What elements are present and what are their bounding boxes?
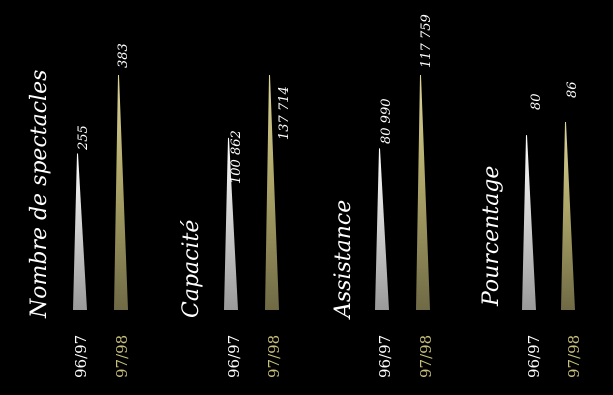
value-label-97-98: 137 714 (277, 86, 292, 140)
value-label-97-98: 117 759 (419, 14, 434, 68)
value-label-97-98: 383 (116, 43, 131, 68)
metric-title: Pourcentage (479, 166, 504, 307)
season-label-97-98: 97/98 (265, 335, 283, 378)
value-label-96-97: 80 (529, 93, 544, 110)
bar-96-97 (73, 153, 87, 310)
value-label-96-97: 100 862 (229, 130, 244, 184)
season-label-97-98: 97/98 (565, 335, 583, 378)
season-label-97-98: 97/98 (113, 335, 131, 378)
value-label-96-97: 255 (76, 125, 91, 151)
bar-97-98 (416, 75, 430, 310)
season-label-96-97: 96/97 (225, 335, 243, 378)
bar-96-97 (224, 137, 238, 310)
metric-group-assistance: Assistance 80 990 117 759 96/97 97/98 (331, 14, 435, 378)
metric-group-pourcentage: Pourcentage 80 86 96/97 97/98 (479, 81, 583, 378)
metric-title: Assistance (331, 200, 356, 320)
value-label-96-97: 80 990 (379, 99, 394, 145)
bar-97-98 (114, 75, 128, 310)
season-label-96-97: 96/97 (525, 335, 543, 378)
bar-96-97 (375, 148, 389, 310)
metric-title: Capacité (179, 220, 204, 318)
metric-group-capacite: Capacité 100 862 137 714 96/97 97/98 (179, 75, 292, 378)
season-label-96-97: 96/97 (72, 335, 90, 378)
value-label-97-98: 86 (565, 81, 580, 98)
bar-96-97 (522, 135, 536, 310)
metric-group-nombre-de-spectacles: Nombre de spectacles 255 383 96/97 97/98 (27, 43, 131, 378)
season-label-96-97: 96/97 (376, 335, 394, 378)
bar-97-98 (561, 122, 575, 310)
season-label-97-98: 97/98 (417, 335, 435, 378)
bar-97-98 (265, 75, 279, 310)
metric-title: Nombre de spectacles (27, 70, 52, 319)
